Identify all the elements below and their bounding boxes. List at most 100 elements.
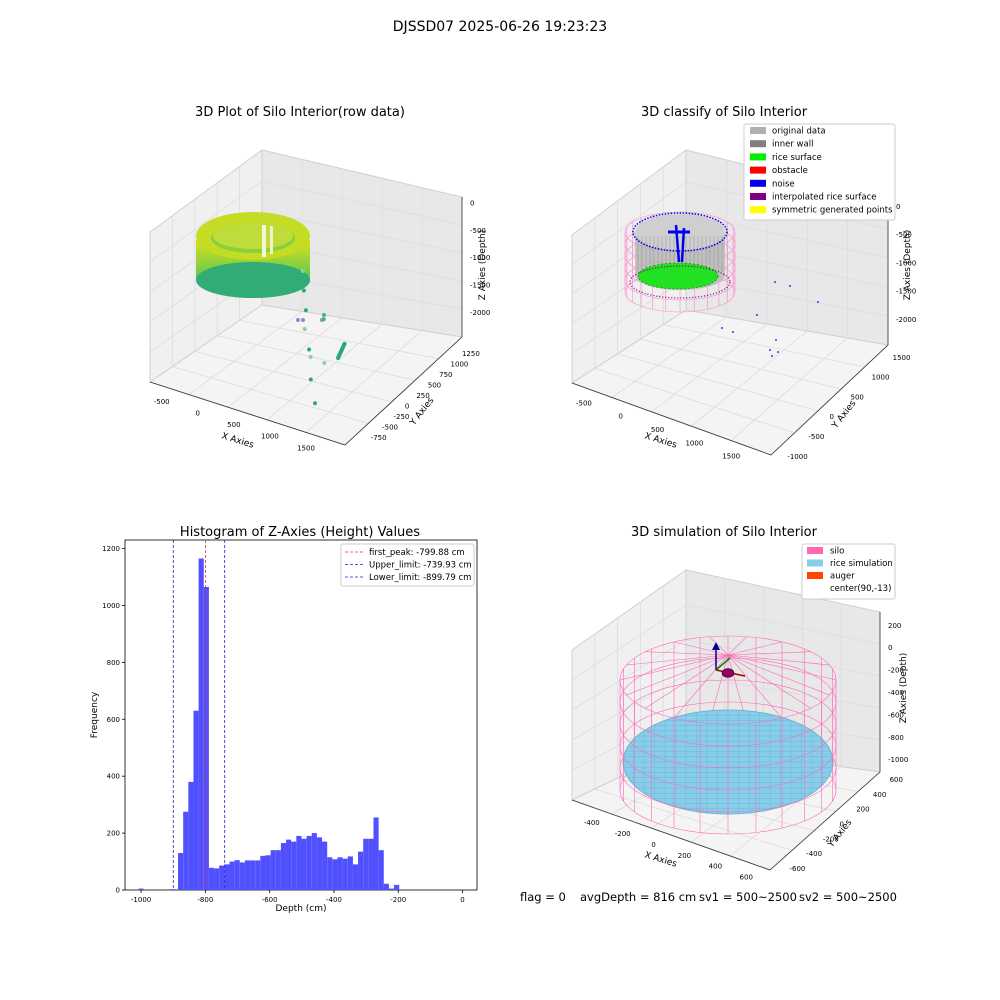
panel2-x-tick-label: 0 — [619, 413, 623, 421]
panel2-rice-surface — [638, 263, 718, 289]
panel4-z-tick-label: 0 — [888, 644, 892, 652]
panel2-noise-point — [817, 301, 819, 303]
panel2-grid-line — [571, 277, 687, 354]
auger-y-arrow — [715, 657, 731, 671]
histogram-legend-label: first_peak: -799.88 cm — [369, 548, 465, 558]
panel1-y-label: Y Axies — [408, 396, 437, 429]
panel4-y-tick-label: 400 — [873, 791, 886, 799]
panel4-silo-roof-rib — [619, 654, 729, 681]
status-line: flag = 0 avgDepth = 816 cm sv1 = 500~250… — [520, 890, 897, 904]
panel1-outlier-point — [302, 326, 307, 331]
panel2-y-tick-label: 0 — [829, 413, 833, 421]
status-sv2: sv2 = 500~2500 — [799, 890, 897, 904]
histogram-bar — [286, 839, 292, 890]
panel1-y-tick-label: 0 — [405, 403, 409, 411]
histogram-y-tick-label: 1000 — [102, 602, 120, 610]
panel4-x-tick-label: 600 — [740, 874, 753, 882]
panel1-grid-line — [217, 335, 416, 381]
panel1-grid-line — [305, 330, 423, 433]
panel2-legend-label: obstacle — [772, 166, 808, 176]
panel1-ring-bottom — [196, 262, 310, 298]
histogram-y-label: Frequency — [90, 691, 100, 738]
panel4-legend-label: silo — [830, 547, 844, 557]
histogram-x-tick-label: -600 — [262, 896, 278, 904]
panel4-silo-roof-rib — [645, 651, 729, 656]
histogram-bar — [183, 811, 189, 890]
histogram-bar — [239, 862, 245, 890]
panel1-z-tick-label: -1500 — [470, 282, 490, 290]
histogram-x-tick-label: -400 — [326, 896, 342, 904]
histogram-bars — [138, 558, 400, 890]
panel2-legend-label: original data — [772, 127, 826, 137]
histogram-bar — [394, 884, 400, 890]
histogram-bar — [373, 817, 379, 890]
panel4-silo-roof-rib — [727, 654, 811, 709]
panel2-z-tick-label: -1500 — [896, 288, 916, 296]
panel1-y-tick-label: -750 — [371, 434, 387, 442]
histogram-bar — [301, 838, 307, 890]
histogram-y-tick-label: 600 — [107, 716, 120, 724]
panel1-ring-inner-rim — [213, 223, 293, 249]
status-flag: flag = 0 — [520, 890, 566, 904]
panel1-x-tick-label: 1500 — [297, 444, 315, 452]
panel4-y-tick-label: 0 — [840, 821, 844, 829]
panel1-z-tick-label: -500 — [470, 227, 486, 235]
panel2-grid-line — [594, 368, 795, 434]
histogram-legend-label: Lower_limit: -899.79 cm — [369, 573, 471, 583]
panel1-scatter-point — [320, 318, 324, 322]
histogram-bar — [138, 888, 144, 890]
panel2-y-tick-label: 500 — [851, 393, 864, 401]
panel2-noise-point — [775, 339, 777, 341]
panel2-legend-label: noise — [772, 179, 795, 189]
panel4-x-tick-label: -400 — [584, 819, 600, 827]
histogram-y-tick-label: 1200 — [102, 545, 120, 553]
panel4-z-tick-label: 200 — [888, 622, 901, 630]
status-sv1: sv1 = 500~2500 — [699, 890, 797, 904]
histogram-x-tick-label: -800 — [197, 896, 213, 904]
histogram-legend-box — [340, 543, 475, 587]
histogram-bar — [270, 850, 276, 890]
panel2-legend-label: interpolated rice surface — [772, 193, 877, 203]
panel4-silo-roof-rib — [673, 641, 729, 656]
panel1-grid-line — [261, 180, 463, 226]
panel2-noise-point — [777, 351, 779, 353]
panel2-legend-swatch — [750, 140, 766, 148]
panel4-silo-roof-rib — [727, 654, 830, 666]
histogram-bar — [388, 888, 395, 890]
histogram-bar — [378, 850, 384, 890]
panel2-grid-line — [730, 337, 848, 441]
panel4-x-tick-label: -200 — [615, 830, 631, 838]
panel1-grid-line — [194, 350, 392, 403]
panel4-silo-roof-rib — [727, 654, 830, 696]
panel2-z-tick-label: 0 — [896, 203, 900, 211]
panel1-grid-line — [266, 323, 383, 421]
panel4-silo-roof-rib — [673, 654, 729, 719]
panel-histogram: Histogram of Z-Axies (Height) Values -10… — [90, 525, 478, 914]
panel4-z-label: Z Axies (Depth) — [899, 653, 909, 724]
panel-raw-data: 3D Plot of Silo Interior(row data) -500 0… — [148, 105, 490, 452]
panel2-z-tick-label: -2000 — [896, 316, 916, 324]
panel2-y-tick-label: 1500 — [893, 354, 911, 362]
panel1-title: 3D Plot of Silo Interior(row data) — [195, 105, 405, 120]
panel4-auger — [712, 642, 746, 678]
panel2-grid-line — [663, 324, 865, 368]
histogram-x-ticks: -1000 -800 -600 -400 -200 0 — [131, 890, 465, 904]
panel1-scatter-point — [301, 318, 305, 322]
histogram-bar — [322, 841, 328, 890]
auger-z-arrowhead — [712, 642, 720, 650]
panel1-scatter-point — [296, 318, 300, 322]
panel1-x-tick-label: 0 — [196, 409, 200, 417]
panel2-grid-line — [571, 181, 687, 265]
histogram-y-tick-label: 400 — [107, 773, 120, 781]
panel2-z-tick-label: -1000 — [896, 259, 916, 267]
panel2-noise-point — [721, 327, 723, 329]
histogram-bar — [275, 850, 281, 890]
histogram-bar — [234, 860, 240, 890]
panel4-legend-label: rice simulation — [830, 559, 893, 569]
panel1-gap-strip-2 — [270, 226, 273, 254]
panel1-outlier-point — [322, 360, 327, 365]
panel2-noise-point — [769, 349, 771, 351]
panel2-grid-line — [611, 316, 727, 398]
panel1-y-tick-label: 1250 — [462, 350, 480, 358]
